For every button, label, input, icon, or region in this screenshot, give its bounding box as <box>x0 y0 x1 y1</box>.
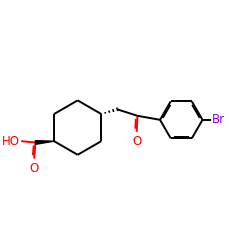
Text: O: O <box>132 135 142 148</box>
Text: HO: HO <box>2 135 20 148</box>
Polygon shape <box>35 141 54 144</box>
Text: Br: Br <box>212 113 225 126</box>
Text: O: O <box>30 162 39 175</box>
